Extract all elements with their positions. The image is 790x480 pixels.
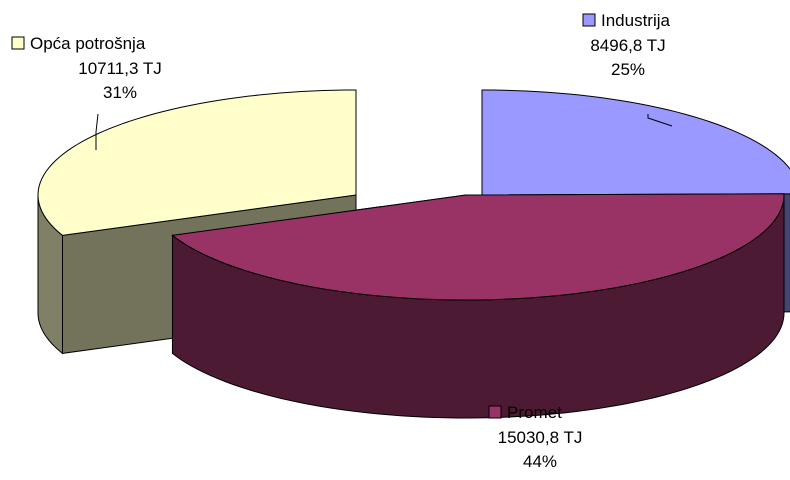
promet-label-value: 15030,8 TJ xyxy=(498,428,583,447)
promet-legend-key xyxy=(488,405,502,419)
industrija-label-value: 8496,8 TJ xyxy=(590,36,665,55)
industrija-label-name: Industrija xyxy=(601,11,671,30)
industrija-leader-line xyxy=(647,114,673,127)
promet-label-name: Promet xyxy=(507,403,562,422)
industrija-legend-key xyxy=(582,13,596,27)
promet-label-percent: 44% xyxy=(523,452,557,471)
op-a-potro-nja-slice xyxy=(37,89,357,236)
op-a-potro-nja-label-value: 10711,3 TJ xyxy=(78,59,162,78)
promet-slice xyxy=(171,193,785,301)
op-a-potro-nja-leader-line xyxy=(95,113,99,150)
industrija-slice xyxy=(481,89,790,196)
op-a-potro-nja-legend-key xyxy=(11,36,25,50)
op-a-potro-nja-label-name: Opća potrošnja xyxy=(30,34,146,53)
industrija-label-percent: 25% xyxy=(611,60,645,79)
op-a-potro-nja-label-percent: 31% xyxy=(103,83,137,102)
